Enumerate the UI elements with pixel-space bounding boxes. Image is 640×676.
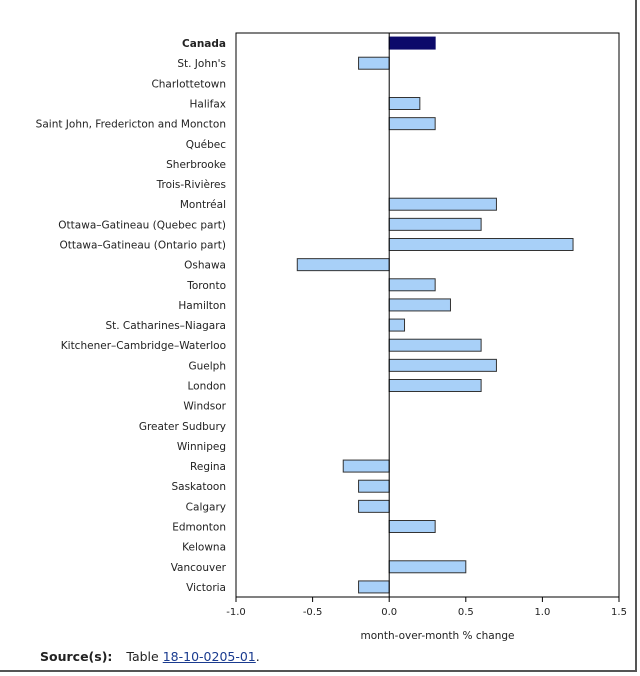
x-tick-label: 0.5 (458, 607, 474, 618)
bar (388, 97, 421, 110)
category-label: Vancouver (171, 562, 227, 574)
category-label: St. John's (177, 58, 226, 70)
source-label: Source(s): (40, 649, 113, 664)
bar (388, 520, 436, 533)
category-label: Greater Sudbury (139, 421, 226, 433)
bar (388, 36, 436, 50)
category-label: Kitchener–Cambridge–Waterloo (61, 340, 226, 352)
bar (388, 117, 436, 131)
category-label: Toronto (186, 280, 226, 292)
category-label: Hamilton (178, 300, 226, 312)
bar (388, 298, 451, 312)
bar (388, 217, 482, 231)
category-label: Regina (190, 461, 226, 473)
source-suffix: . (255, 649, 260, 664)
bar (388, 238, 574, 251)
category-label: Saskatoon (171, 481, 226, 493)
category-label: Windsor (183, 401, 226, 413)
category-label: Oshawa (184, 260, 226, 272)
bar (296, 258, 390, 272)
category-label: Sherbrooke (166, 159, 226, 171)
bar (342, 459, 390, 473)
category-label: Trois-Rivières (156, 179, 226, 191)
category-label: Canada (182, 38, 226, 50)
bar (388, 278, 436, 292)
category-label: Québec (186, 139, 227, 151)
category-label: Winnipeg (177, 441, 226, 453)
bar (358, 580, 390, 594)
category-label: Edmonton (172, 522, 226, 534)
category-label: Saint John, Fredericton and Moncton (36, 119, 226, 131)
category-label: Victoria (186, 582, 226, 594)
bar (388, 379, 482, 392)
category-label: Charlottetown (151, 78, 226, 90)
bar (388, 560, 467, 574)
x-axis: -1.0 -0.5 0.0 0.5 1.0 1.5 (226, 32, 627, 618)
x-tick-label: 0.0 (381, 607, 397, 618)
category-label: London (188, 381, 227, 393)
bars-layer (296, 36, 574, 594)
bar (358, 56, 390, 70)
x-tick-label: 1.0 (534, 607, 550, 618)
bar (388, 358, 497, 372)
source-line: Source(s): Table 18-10-0205-01. (40, 649, 260, 664)
category-label: Montréal (180, 199, 226, 211)
x-tick-label: -0.5 (303, 607, 323, 618)
category-label: Ottawa–Gatineau (Quebec part) (58, 219, 226, 231)
category-label: Calgary (186, 501, 226, 513)
category-label: St. Catharines–Niagara (105, 320, 226, 332)
source-prefix: Table (126, 649, 159, 664)
category-label: Guelph (189, 360, 227, 372)
x-axis-label: month-over-month % change (361, 630, 515, 642)
category-label: Halifax (189, 99, 226, 111)
bar (388, 318, 406, 332)
bar (388, 197, 497, 211)
category-label: Ottawa–Gatineau (Ontario part) (59, 240, 226, 252)
x-tick-label: 1.5 (611, 607, 627, 618)
x-tick-label: -1.0 (226, 607, 246, 618)
bar (358, 499, 390, 513)
category-labels: Canada St. John's Charlottetown Halifax Sain… (36, 38, 227, 594)
source-table-link[interactable]: 18-10-0205-01 (162, 649, 256, 664)
bar (358, 479, 390, 493)
category-label: Kelowna (182, 542, 226, 554)
plot-area-border (235, 32, 620, 598)
bar-chart: Canada St. John's Charlottetown Halifax Sain… (36, 32, 627, 642)
bar (388, 338, 482, 352)
